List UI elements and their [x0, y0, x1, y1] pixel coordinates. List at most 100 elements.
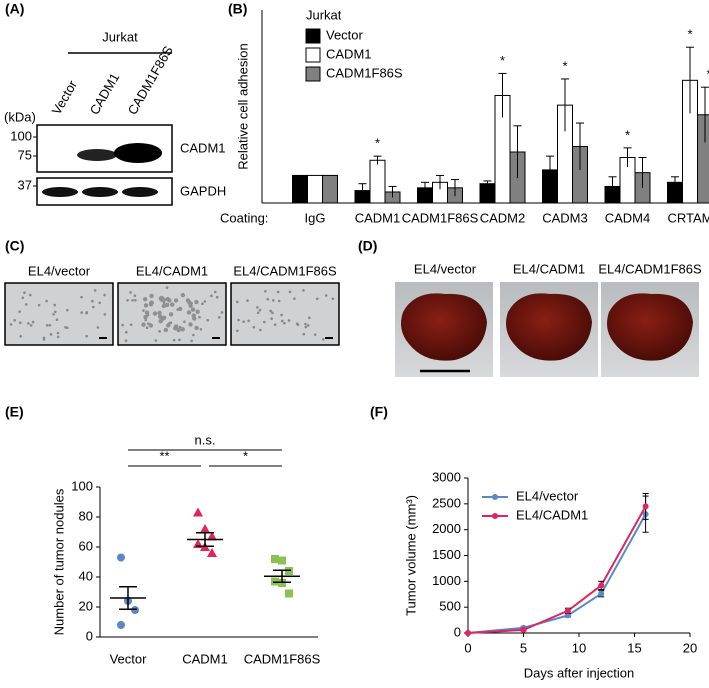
cell	[304, 322, 307, 326]
point	[642, 503, 649, 510]
cell	[18, 321, 22, 325]
cell	[192, 333, 195, 337]
x-tick-label: IgG	[305, 210, 326, 225]
cell	[304, 325, 308, 329]
cell	[194, 325, 199, 331]
comparison-label: n.s.	[195, 432, 216, 447]
y-tick-label: 100	[71, 478, 93, 493]
cell	[126, 298, 129, 302]
cell	[129, 291, 132, 294]
point	[207, 548, 217, 557]
cell	[85, 311, 88, 315]
point	[271, 555, 279, 563]
cell	[45, 299, 48, 303]
cell	[161, 303, 167, 309]
cell	[270, 317, 273, 321]
cell	[55, 318, 59, 321]
kda-marker: 37	[18, 177, 32, 192]
legend-label: EL4/CADM1	[516, 507, 588, 522]
cell	[176, 327, 181, 333]
cell	[103, 313, 107, 316]
y-axis-label: Relative cell adhesion	[235, 43, 250, 169]
legend-swatch	[305, 47, 321, 63]
y-tick-label: 0	[454, 624, 461, 639]
cell	[262, 320, 266, 324]
y-tick-label: 1500	[432, 547, 461, 562]
cell	[280, 313, 283, 317]
cell	[85, 334, 88, 338]
cell	[199, 327, 203, 331]
comparison-label: *	[243, 448, 248, 463]
cell	[149, 293, 154, 299]
cell	[188, 322, 193, 327]
cell	[29, 324, 33, 327]
cell	[141, 322, 146, 327]
panel-label: (A)	[5, 1, 24, 17]
cell	[273, 323, 277, 327]
cell	[246, 299, 249, 302]
cell	[280, 319, 284, 323]
blot-band	[82, 187, 118, 197]
cell	[165, 286, 169, 289]
cell	[191, 313, 196, 318]
cell	[313, 333, 317, 336]
cell	[49, 333, 53, 336]
legend-marker	[492, 513, 498, 519]
cell	[170, 302, 175, 307]
cell	[163, 327, 169, 333]
cell	[93, 289, 97, 292]
cell	[91, 305, 95, 309]
panel-label: (C)	[5, 238, 24, 254]
x-axis-label: Days after injection	[524, 665, 635, 680]
cell	[129, 323, 133, 327]
bar	[369, 159, 386, 204]
cell	[331, 297, 335, 301]
cell	[180, 292, 186, 298]
panel-label: (D)	[358, 238, 377, 254]
cell	[166, 323, 171, 328]
cell	[247, 319, 250, 323]
cell	[56, 335, 60, 339]
cell	[178, 338, 181, 342]
lane-label: CADM1	[87, 70, 123, 117]
x-tick-label: 15	[627, 640, 641, 655]
cell	[276, 290, 280, 294]
x-tick-label: CADM3	[542, 210, 588, 225]
significance: *	[687, 27, 692, 42]
image-label: EL4/CADM1F86S	[598, 261, 702, 276]
cell	[213, 290, 217, 294]
cell	[45, 324, 49, 327]
x-tick-label: CADM4	[605, 210, 651, 225]
x-axis-label: Coating:	[220, 210, 268, 225]
x-tick-label: 10	[572, 640, 586, 655]
cell	[157, 310, 162, 316]
point	[200, 524, 210, 533]
liver	[607, 293, 693, 361]
point	[117, 553, 125, 562]
legend-marker	[492, 494, 498, 500]
cell	[296, 323, 300, 327]
band-label: CADM1	[180, 140, 226, 155]
blot-band	[122, 187, 158, 197]
y-axis-label: Tumor volume (mm³)	[403, 495, 418, 616]
cell	[186, 310, 192, 315]
cell	[201, 302, 204, 306]
cell	[302, 332, 306, 336]
comparison-label: **	[159, 448, 169, 463]
cell	[91, 299, 94, 303]
cell	[220, 311, 224, 314]
cell	[159, 297, 164, 302]
point	[207, 531, 217, 541]
cell	[148, 323, 154, 328]
y-tick-label: 3000	[432, 469, 461, 484]
cell	[321, 338, 325, 341]
significance: *	[375, 136, 380, 151]
legend-label: EL4/vector	[516, 488, 579, 503]
x-tick-label: CADM2	[480, 210, 526, 225]
significance: *	[706, 67, 709, 82]
cell	[18, 310, 22, 313]
cell	[37, 303, 41, 307]
cell	[96, 326, 100, 329]
y-tick-label: 60	[79, 538, 93, 553]
cell	[124, 330, 128, 334]
